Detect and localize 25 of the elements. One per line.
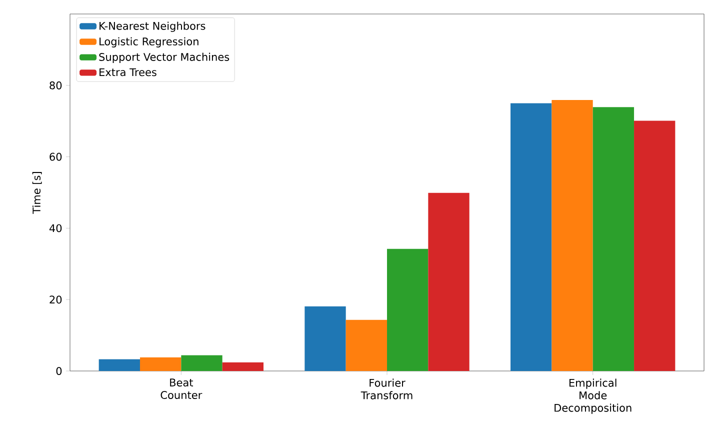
bar <box>181 355 222 371</box>
y-tick-label: 80 <box>50 81 62 90</box>
y-tick-label: 0 <box>56 367 62 375</box>
legend-label: Support Vector Machines <box>99 52 230 63</box>
y-tick-label: 60 <box>50 152 62 161</box>
bar <box>346 320 388 371</box>
bar <box>592 107 634 371</box>
x-tick-label: Fourier Transform <box>360 378 412 400</box>
bar <box>387 248 428 371</box>
bar <box>304 306 346 371</box>
y-axis-title: Time [s] <box>32 172 42 214</box>
legend-label: Logistic Regression <box>100 37 198 48</box>
x-tick-label: Empirical Mode Decomposition <box>554 378 632 414</box>
y-tick-label: 20 <box>50 296 62 304</box>
bar <box>98 359 140 371</box>
bar <box>552 100 593 371</box>
bar <box>222 362 264 371</box>
legend-label: Extra Trees <box>100 68 156 76</box>
y-tick-label: 40 <box>49 224 62 232</box>
bar <box>634 120 676 371</box>
bar <box>428 192 470 371</box>
bar <box>140 357 182 371</box>
legend-label: K-Nearest Neighbors <box>100 22 206 32</box>
bar <box>510 103 552 371</box>
x-tick-label: Beat Counter <box>160 378 202 399</box>
